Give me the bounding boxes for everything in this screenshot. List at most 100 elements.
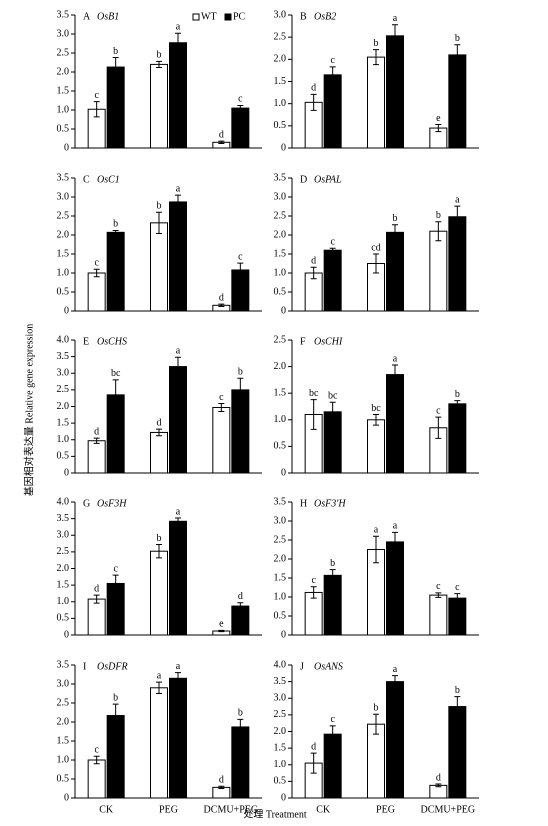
panel-letter: G	[83, 498, 90, 509]
bar	[386, 35, 404, 149]
error-bar	[454, 44, 461, 66]
error-bar	[310, 752, 317, 774]
bar	[150, 550, 168, 636]
y-tick-label: 4.0	[57, 334, 70, 345]
panel-letter: F	[300, 336, 306, 347]
y-tick-label: 2.5	[274, 31, 287, 42]
error-bar	[93, 101, 100, 118]
bar	[367, 419, 385, 474]
bar	[106, 231, 125, 312]
error-bar	[392, 224, 398, 241]
panel-title: OsC1	[97, 174, 120, 185]
panel-title: OsF3H	[97, 498, 127, 509]
error-bar	[156, 681, 162, 694]
significance-label: c	[219, 392, 224, 403]
x-tick-label: PEG	[376, 804, 395, 815]
y-axis-label: 基因相对表达量 Relative gene expression	[22, 324, 35, 496]
error-bar	[93, 437, 100, 444]
bar	[367, 56, 385, 149]
error-bar	[454, 593, 461, 604]
significance-label: d	[157, 417, 162, 428]
y-tick-label: 0.5	[274, 441, 287, 452]
panel-letter: C	[83, 174, 90, 185]
y-tick-label: 1.0	[274, 759, 287, 770]
significance-label: a	[455, 194, 460, 205]
y-tick-label: 2.5	[57, 47, 70, 58]
y-tick-label: 3.5	[57, 9, 70, 20]
y-tick-label: 2.5	[57, 697, 70, 708]
significance-label: b	[113, 219, 118, 230]
y-tick-label: 4.0	[274, 659, 287, 670]
significance-label: c	[330, 237, 335, 248]
y-tick-label: 1.0	[57, 434, 70, 445]
panel-title: OsB2	[314, 11, 336, 22]
significance-label: a	[393, 521, 398, 532]
error-bar	[112, 574, 119, 593]
significance-label: a	[176, 346, 181, 357]
significance-label: c	[94, 90, 99, 101]
panel-title: OsB1	[97, 11, 119, 22]
x-tick-label: PEG	[159, 804, 178, 815]
y-tick-label: 3.5	[274, 172, 287, 183]
y-tick-label: 4.0	[57, 496, 70, 507]
significance-label: b	[113, 46, 118, 57]
significance-label: b	[113, 692, 118, 703]
bar	[169, 366, 187, 474]
y-tick-label: 0	[64, 629, 69, 640]
error-bar	[310, 399, 317, 430]
significance-label: d	[238, 591, 243, 602]
error-bar	[373, 535, 379, 564]
y-tick-label: 1.5	[57, 248, 70, 259]
significance-label: a	[374, 524, 379, 535]
y-tick-label: 1.0	[274, 414, 287, 425]
significance-label: b	[455, 389, 460, 400]
error-bar	[373, 413, 379, 426]
y-tick-label: 0.5	[57, 451, 70, 462]
x-tick-label: CK	[99, 804, 114, 815]
y-tick-label: 2.0	[57, 563, 70, 574]
error-bar	[392, 364, 398, 385]
y-tick-label: 0	[64, 467, 69, 478]
bar	[87, 440, 106, 474]
bar	[169, 520, 187, 636]
bar	[386, 374, 404, 474]
y-tick-label: 1.0	[274, 267, 287, 278]
significance-label: d	[94, 426, 99, 437]
significance-label: c	[455, 582, 460, 593]
panel-title: OsCHS	[97, 336, 127, 347]
significance-label: b	[374, 703, 379, 714]
error-bar	[329, 66, 336, 84]
y-tick-label: 0.5	[274, 610, 287, 621]
bar	[169, 677, 187, 799]
y-tick-label: 3.5	[57, 172, 70, 183]
y-tick-label: 0.5	[274, 120, 287, 131]
y-tick-label: 0.5	[57, 123, 70, 134]
y-tick-label: 2.0	[274, 553, 287, 564]
bar	[448, 706, 467, 799]
panel-letter: A	[83, 11, 91, 22]
panel-title: OsDFR	[97, 661, 128, 672]
significance-label: a	[176, 661, 181, 672]
panel-title: OsCHI	[314, 336, 343, 347]
error-bar	[156, 211, 162, 234]
y-tick-label: 3.5	[57, 351, 70, 362]
error-bar	[237, 377, 244, 403]
y-tick-label: 1.5	[57, 735, 70, 746]
y-tick-label: 2.0	[57, 229, 70, 240]
error-bar	[218, 785, 225, 789]
error-bar	[454, 400, 461, 408]
y-tick-label: 3.0	[57, 368, 70, 379]
error-bar	[218, 140, 225, 144]
y-tick-label: 0.5	[274, 286, 287, 297]
significance-label: bc	[371, 403, 381, 414]
significance-label: e	[436, 113, 441, 124]
error-bar	[310, 586, 317, 599]
significance-label: b	[455, 685, 460, 696]
y-tick-label: 0.5	[57, 286, 70, 297]
significance-label: a	[176, 22, 181, 33]
panel-letter: I	[83, 661, 86, 672]
panel-title: OsF3'H	[314, 498, 346, 509]
bar	[429, 230, 448, 312]
y-tick-label: 0	[281, 467, 286, 478]
y-tick-label: 3.0	[57, 28, 70, 39]
